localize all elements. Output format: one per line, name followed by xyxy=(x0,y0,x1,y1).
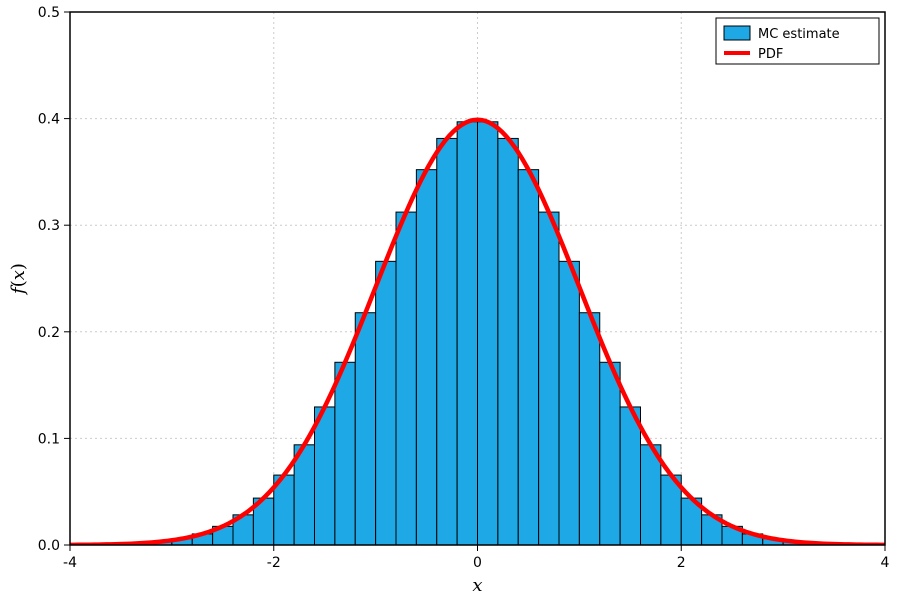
histogram-bar xyxy=(498,138,518,545)
histogram-bar xyxy=(335,362,355,545)
x-tick-label: 0 xyxy=(473,555,482,571)
legend: MC estimate PDF xyxy=(716,18,879,64)
y-tick-label: 0.0 xyxy=(38,538,60,554)
histogram-bar xyxy=(355,313,375,545)
histogram-bar xyxy=(559,261,579,545)
legend-label: MC estimate xyxy=(758,27,840,42)
x-tick-label: 4 xyxy=(881,555,890,571)
y-axis-label: f(x) xyxy=(8,263,29,296)
histogram-bar xyxy=(376,261,396,545)
y-tick-label: 0.3 xyxy=(38,218,60,234)
legend-label: PDF xyxy=(758,47,783,62)
pdf-histogram-chart: -4 -2 0 2 4 0.0 0.1 0.2 0.3 0.4 0.5 x f(x) MC estimat… xyxy=(0,0,900,600)
histogram-bar xyxy=(600,362,620,545)
y-tick-label: 0.4 xyxy=(38,112,60,128)
y-tick-label: 0.5 xyxy=(38,5,60,21)
legend-swatch-bar xyxy=(724,26,750,40)
histogram-bar xyxy=(478,122,498,545)
histogram-bar xyxy=(457,122,477,545)
histogram-bar xyxy=(539,212,559,545)
histogram-bar xyxy=(518,170,538,545)
histogram-bar xyxy=(396,212,416,545)
x-tick-label: -2 xyxy=(267,555,281,571)
histogram-bar xyxy=(315,407,335,545)
histogram-bar xyxy=(579,313,599,545)
y-tick-label: 0.2 xyxy=(38,325,60,341)
x-tick-label: -4 xyxy=(63,555,77,571)
histogram-bar xyxy=(437,138,457,545)
histogram-bar xyxy=(620,407,640,545)
y-tick-label: 0.1 xyxy=(38,431,60,447)
x-axis-label: x xyxy=(472,575,482,596)
histogram-bar xyxy=(416,170,436,545)
x-tick-label: 2 xyxy=(677,555,686,571)
